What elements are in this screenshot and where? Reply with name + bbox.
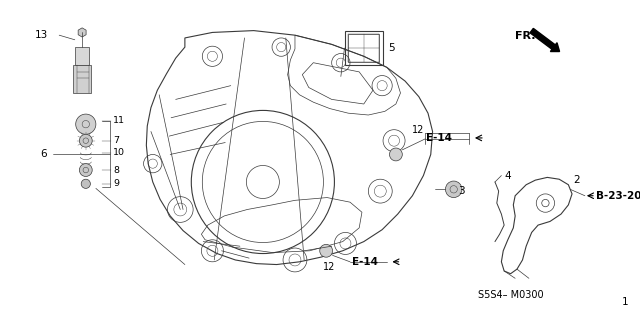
Circle shape bbox=[606, 264, 613, 271]
Circle shape bbox=[536, 194, 555, 212]
Circle shape bbox=[76, 114, 96, 134]
Circle shape bbox=[611, 275, 618, 282]
Circle shape bbox=[637, 264, 640, 271]
Circle shape bbox=[320, 244, 333, 257]
Text: E-14: E-14 bbox=[352, 257, 378, 267]
Text: 2: 2 bbox=[573, 175, 580, 185]
Circle shape bbox=[611, 252, 618, 260]
Text: 3: 3 bbox=[458, 186, 465, 196]
Bar bbox=[75, 47, 90, 66]
Text: 1: 1 bbox=[622, 297, 628, 307]
Text: 6: 6 bbox=[40, 148, 47, 158]
Circle shape bbox=[81, 179, 90, 188]
Text: 12: 12 bbox=[412, 125, 424, 135]
Text: FR.: FR. bbox=[515, 31, 536, 41]
Text: S5S4– M0300: S5S4– M0300 bbox=[479, 290, 544, 300]
Circle shape bbox=[79, 164, 92, 176]
Circle shape bbox=[621, 248, 629, 255]
Text: B-23-20: B-23-20 bbox=[596, 191, 640, 201]
Polygon shape bbox=[78, 28, 86, 37]
Bar bbox=[73, 66, 92, 93]
Text: 11: 11 bbox=[113, 116, 125, 125]
Circle shape bbox=[79, 134, 92, 147]
Text: 4: 4 bbox=[504, 171, 511, 180]
Circle shape bbox=[632, 252, 640, 260]
Bar bbox=[344, 31, 383, 66]
Text: 9: 9 bbox=[113, 179, 119, 188]
Circle shape bbox=[445, 181, 462, 197]
Bar bbox=[348, 34, 380, 62]
Circle shape bbox=[390, 148, 403, 161]
Circle shape bbox=[621, 279, 629, 287]
FancyArrow shape bbox=[530, 28, 559, 52]
Circle shape bbox=[632, 275, 640, 282]
Text: 8: 8 bbox=[113, 165, 119, 174]
Text: 5: 5 bbox=[388, 43, 395, 53]
Text: 12: 12 bbox=[323, 262, 335, 272]
Text: 10: 10 bbox=[113, 148, 125, 157]
Text: E-14: E-14 bbox=[426, 133, 452, 143]
Text: 7: 7 bbox=[113, 136, 119, 145]
Text: 13: 13 bbox=[35, 30, 47, 40]
